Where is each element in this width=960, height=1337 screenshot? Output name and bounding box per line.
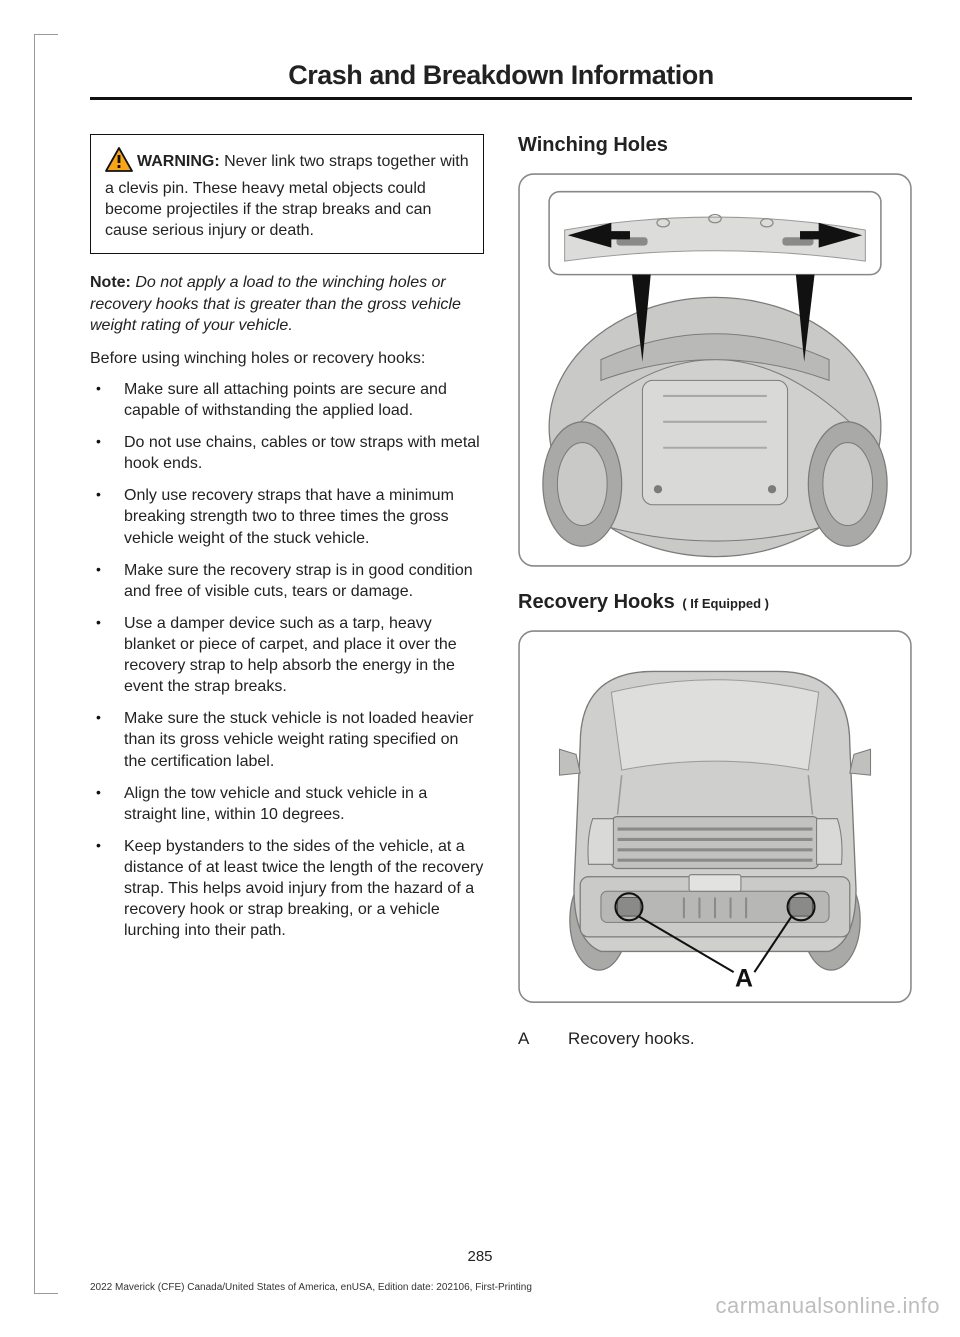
section-title-recovery-hooks: Recovery Hooks ( If Equipped ) (518, 591, 912, 614)
left-column: WARNING: Never link two straps together … (90, 134, 484, 1051)
watermark: carmanualsonline.info (715, 1293, 940, 1319)
list-item: Make sure the stuck vehicle is not loade… (90, 708, 484, 771)
warning-icon (105, 147, 133, 178)
figure-recovery-hooks: A (518, 630, 912, 1003)
intro-text: Before using winching holes or recovery … (90, 348, 484, 369)
list-item: Keep bystanders to the sides of the vehi… (90, 836, 484, 942)
list-item: Make sure all attaching points are secur… (90, 379, 484, 421)
legend-letter: A (518, 1027, 568, 1051)
page-number: 285 (0, 1248, 960, 1265)
warning-box: WARNING: Never link two straps together … (90, 134, 484, 254)
section-subtitle: ( If Equipped ) (679, 596, 769, 611)
section-title-text: Recovery Hooks (518, 591, 675, 613)
list-item: Make sure the recovery strap is in good … (90, 560, 484, 602)
legend-text: Recovery hooks. (568, 1027, 695, 1051)
list-item: Only use recovery straps that have a min… (90, 485, 484, 548)
crop-mark (34, 34, 58, 1294)
legend-row: A Recovery hooks. (518, 1027, 912, 1051)
figure-label-a: A (735, 965, 753, 993)
note-label: Note: (90, 274, 131, 291)
list-item: Align the tow vehicle and stuck vehicle … (90, 783, 484, 825)
page-header: Crash and Breakdown Information (90, 60, 912, 100)
note-text: Do not apply a load to the winching hole… (90, 274, 461, 333)
note-paragraph: Note: Do not apply a load to the winchin… (90, 272, 484, 335)
section-title-winching: Winching Holes (518, 134, 912, 157)
footer-edition: 2022 Maverick (CFE) Canada/United States… (90, 1282, 532, 1293)
bullet-list: Make sure all attaching points are secur… (90, 379, 484, 942)
warning-label: WARNING: (137, 153, 220, 170)
list-item: Do not use chains, cables or tow straps … (90, 432, 484, 474)
figure-winching-holes (518, 173, 912, 567)
right-column: Winching Holes (518, 134, 912, 1051)
list-item: Use a damper device such as a tarp, heav… (90, 613, 484, 697)
